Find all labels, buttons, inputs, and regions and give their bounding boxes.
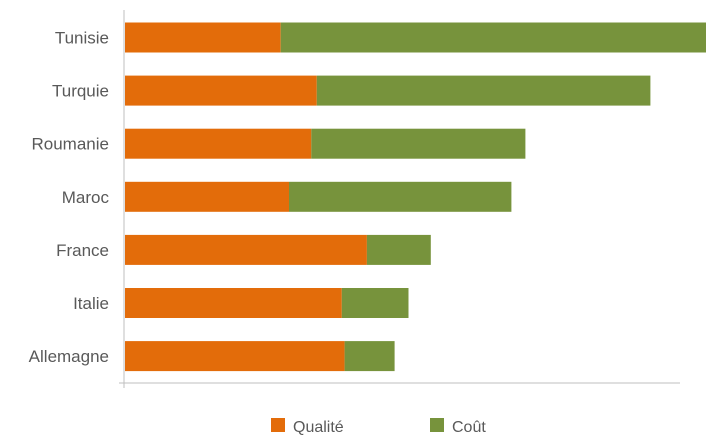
legend-label-qualite: Qualité bbox=[293, 419, 344, 436]
category-label-maroc: Maroc bbox=[62, 188, 110, 207]
bar-qualite-italie bbox=[125, 288, 342, 318]
legend: Qualité Coût bbox=[271, 418, 486, 436]
bar-qualite-turquie bbox=[125, 75, 317, 106]
category-label-allemagne: Allemagne bbox=[29, 347, 109, 366]
category-label-turquie: Turquie bbox=[52, 82, 109, 101]
bar-qualite-roumanie bbox=[125, 128, 312, 159]
bar-cout-france bbox=[366, 234, 431, 265]
bar-qualite-france bbox=[125, 234, 367, 265]
bars-group bbox=[125, 22, 706, 372]
category-label-roumanie: Roumanie bbox=[32, 135, 110, 154]
bar-cout-allemagne bbox=[344, 341, 395, 372]
bar-cout-italie bbox=[341, 288, 409, 318]
bar-cout-roumanie bbox=[311, 128, 526, 159]
bar-qualite-allemagne bbox=[125, 341, 345, 372]
category-label-france: France bbox=[56, 241, 109, 260]
bar-qualite-tunisie bbox=[125, 22, 281, 53]
legend-swatch-qualite bbox=[271, 418, 285, 432]
bar-cout-turquie bbox=[316, 75, 651, 106]
category-labels: Tunisie Turquie Roumanie Maroc France Italie A… bbox=[29, 29, 110, 367]
bar-cout-tunisie bbox=[280, 22, 706, 53]
legend-swatch-cout bbox=[430, 418, 444, 432]
category-label-italie: Italie bbox=[73, 294, 109, 313]
category-label-tunisie: Tunisie bbox=[55, 29, 109, 48]
legend-label-cout: Coût bbox=[452, 419, 486, 436]
bar-cout-maroc bbox=[289, 181, 512, 212]
bar-qualite-maroc bbox=[125, 181, 289, 212]
